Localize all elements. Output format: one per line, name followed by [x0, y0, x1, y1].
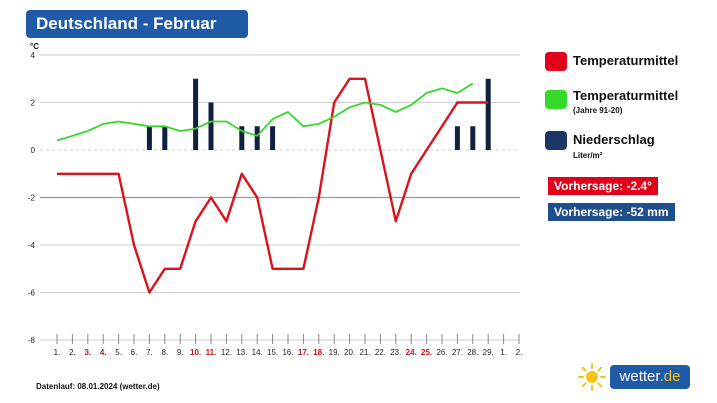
x-tick-label: 2.: [69, 348, 76, 357]
x-tick-label: 1.: [500, 348, 507, 357]
sun-icon: [578, 363, 606, 391]
legend-label-temperature: Temperaturmittel: [573, 53, 679, 68]
y-unit-label: °C: [30, 42, 39, 51]
y-tick-label: 2: [31, 99, 36, 108]
y-tick-label: -8: [28, 336, 36, 345]
precip-bar: [485, 78, 491, 150]
y-tick-label: 0: [31, 146, 36, 155]
x-tick-label: 23.: [390, 348, 401, 357]
x-tick-label: 17.: [298, 348, 309, 357]
precip-bar: [454, 126, 460, 150]
legend-swatch-navy: [545, 131, 567, 150]
data-run-footer: Datenlauf: 08.01.2024 (wetter.de): [36, 382, 160, 391]
x-tick-label: 2.: [516, 348, 523, 357]
x-tick-label: 5.: [115, 348, 122, 357]
x-tick-label: 14.: [252, 348, 263, 357]
y-tick-label: -2: [28, 194, 36, 203]
x-tick-label: 1.: [54, 348, 61, 357]
x-tick-label: 25.: [421, 348, 432, 357]
y-tick-label: 4: [31, 51, 36, 60]
logo-wordmark: wetter.de: [610, 365, 690, 389]
precip-bar: [208, 102, 214, 150]
x-tick-label: 20.: [344, 348, 355, 357]
legend-swatch-green: [545, 90, 567, 109]
x-tick-label: 6.: [131, 348, 138, 357]
y-tick-label: -4: [28, 241, 36, 250]
legend-sub-normal: (Jahre 91-20): [573, 106, 623, 115]
precip-bar: [162, 126, 168, 150]
forecast-temperature: Vorhersage: -2.4°: [548, 177, 658, 195]
x-tick-label: 18.: [313, 348, 324, 357]
x-tick-label: 21.: [359, 348, 370, 357]
temperature-line: [57, 77, 489, 294]
x-tick-label: 12.: [221, 348, 232, 357]
x-tick-label: 7.: [146, 348, 153, 357]
precip-bar: [270, 126, 276, 150]
x-tick-label: 11.: [206, 348, 217, 357]
x-tick-label: 29.: [483, 348, 494, 357]
precip-bar: [254, 126, 260, 150]
x-tick-label: 10.: [190, 348, 201, 357]
legend-sub-precip: Liter/m²: [573, 151, 603, 160]
logo-suffix: .de: [659, 368, 681, 385]
x-tick-label: 4.: [100, 348, 107, 357]
x-tick-label: 3.: [84, 348, 91, 357]
x-tick-label: 19.: [329, 348, 340, 357]
chart-title: Deutschland - Februar: [26, 10, 248, 38]
normal-temperature-line: [56, 82, 474, 142]
legend-label-normal: Temperaturmittel: [573, 88, 679, 103]
x-tick-label: 27.: [452, 348, 463, 357]
x-tick-label: 26.: [436, 348, 447, 357]
legend-swatch-red: [545, 52, 567, 71]
precip-bar: [470, 126, 476, 150]
x-tick-label: 28.: [467, 348, 478, 357]
logo-word: wetter: [619, 368, 660, 385]
x-tick-label: 24.: [406, 348, 417, 357]
x-tick-label: 13.: [236, 348, 247, 357]
x-tick-label: 22.: [375, 348, 386, 357]
precip-bar: [146, 126, 152, 150]
wetter-logo[interactable]: wetter.de: [578, 363, 690, 391]
y-tick-label: -6: [28, 289, 36, 298]
x-tick-label: 16.: [282, 348, 293, 357]
x-tick-label: 15.: [267, 348, 278, 357]
precip-bar: [239, 126, 245, 150]
x-tick-label: 8.: [161, 348, 168, 357]
forecast-precip: Vorhersage: -52 mm: [548, 203, 675, 221]
precip-bar: [193, 78, 199, 150]
legend-label-precip: Niederschlag: [573, 132, 655, 147]
x-tick-label: 9.: [177, 348, 184, 357]
